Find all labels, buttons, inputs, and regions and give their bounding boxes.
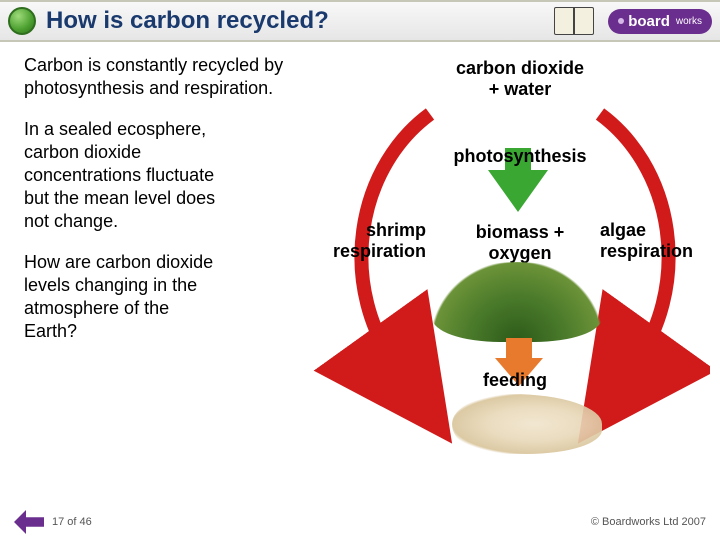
node-biomass: biomass + oxygen [450,222,590,263]
copyright-text: © Boardworks Ltd 2007 [591,516,706,528]
logo-brand-text: board [628,13,670,30]
node-co2-water-text: carbon dioxide + water [456,58,584,99]
node-co2-water: carbon dioxide + water [420,58,620,99]
paragraph-3: How are carbon dioxide levels changing i… [24,251,224,343]
photosynthesis-arrow-icon [488,170,548,212]
node-shrimp-respiration: shrimp respiration [316,220,426,261]
book-icon[interactable] [554,7,594,35]
slide-content: Carbon is constantly recycled by photosy… [0,42,720,502]
page-counter: 17 of 46 [52,516,92,528]
logo-sub-text: works [676,16,702,27]
prev-slide-button[interactable] [14,510,44,534]
paragraph-1: Carbon is constantly recycled by photosy… [24,54,304,100]
feeding-arrow-stem-icon [506,338,532,358]
logo-dot-icon [618,18,624,24]
slide-footer: 17 of 46 © Boardworks Ltd 2007 [0,510,720,534]
globe-icon [8,7,36,35]
paragraph-2: In a sealed ecosphere, carbon dioxide co… [24,118,234,233]
carbon-cycle-diagram: carbon dioxide + water photosynthesis bi… [300,54,710,474]
node-algae-respiration: algae respiration [600,220,710,261]
node-photosynthesis: photosynthesis [440,146,600,167]
slide-header: How is carbon recycled? board works [0,0,720,42]
slide-title: How is carbon recycled? [46,7,329,35]
node-feeding: feeding [460,370,570,391]
brand-logo: board works [608,9,712,34]
